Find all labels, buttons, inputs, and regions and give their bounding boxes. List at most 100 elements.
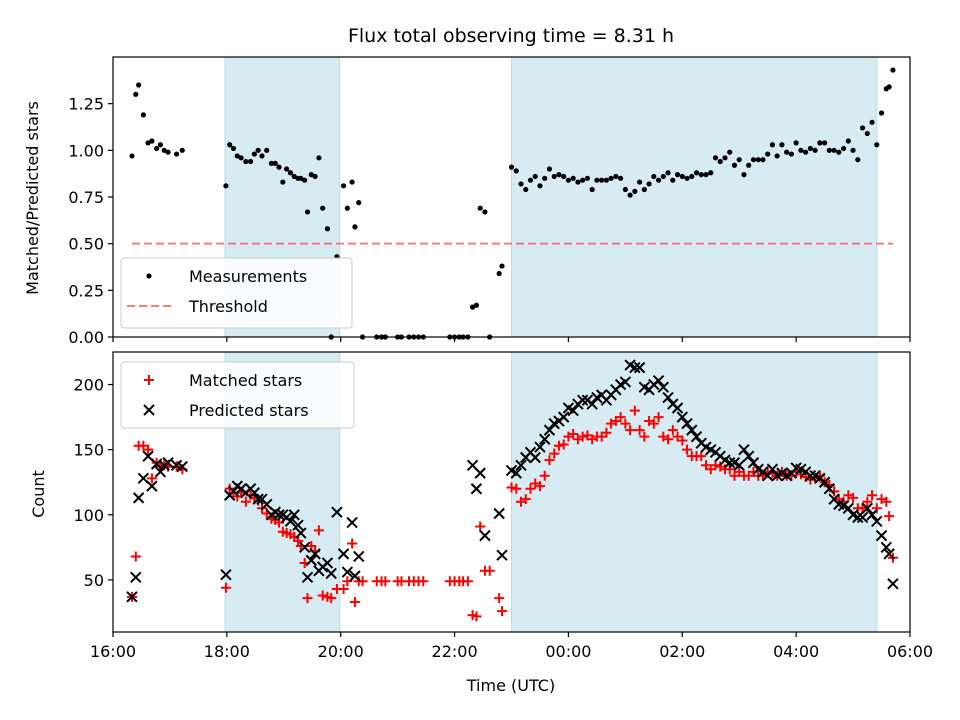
- top-measurements-point-66: [496, 270, 502, 277]
- bottom-matched-stars-point-77: [549, 448, 560, 459]
- top-measurements-point-13: [227, 142, 233, 148]
- bottom-predicted-stars-point-33: [301, 571, 314, 584]
- bottom-predicted-stars-point-28: [284, 515, 297, 528]
- top-measurements-point-33: [304, 209, 311, 215]
- top-measurements-point-22: [264, 147, 270, 153]
- bottom-matched-stars-point-65: [484, 565, 495, 576]
- top-measurements-point-148: [886, 84, 892, 90]
- bottom-legend-predicted-stars-label: Predicted stars: [189, 401, 309, 420]
- x-tick-label-2: 20:00: [318, 642, 364, 661]
- bottom-predicted-stars-point-40: [331, 506, 343, 518]
- top-y-tick-label-5: 1.25: [68, 95, 104, 114]
- bottom-matched-stars-point-145: [871, 503, 882, 514]
- top-measurements-point-128: [793, 140, 799, 146]
- top-measurements-point-14: [230, 145, 237, 152]
- top-measurements-point-7: [157, 142, 164, 148]
- top-measurements-point-67: [499, 263, 505, 269]
- top-measurements-point-104: [679, 173, 685, 180]
- top-measurements-point-130: [803, 149, 809, 155]
- bottom-legend-predicted-stars-marker: [143, 404, 155, 416]
- top-measurements-point-18: [247, 158, 254, 165]
- top-y-tick-label-4: 1.00: [68, 141, 104, 160]
- bottom-predicted-stars-point-101: [738, 443, 750, 456]
- top-measurements-point-134: [822, 140, 828, 146]
- bottom-predicted-stars-point-43: [346, 516, 358, 529]
- bottom-predicted-stars-point-91: [690, 430, 703, 443]
- bottom-predicted-stars-point-53: [510, 467, 522, 479]
- top-measurements-point-96: [641, 186, 647, 193]
- x-tick-label-7: 06:00: [887, 642, 933, 661]
- top-measurements-point-0: [129, 153, 135, 159]
- top-legend-measurements-marker: [146, 273, 152, 279]
- bottom-predicted-stars-point-51: [496, 549, 508, 561]
- top-measurements-point-20: [255, 147, 261, 153]
- top-measurements-point-17: [243, 158, 249, 165]
- top-measurements-point-25: [276, 164, 282, 170]
- top-y-axis-label: Matched/Predicted stars: [23, 101, 42, 295]
- top-measurements-point-140: [850, 147, 856, 153]
- bottom-predicted-stars-point-83: [652, 374, 665, 387]
- top-measurements-point-125: [779, 142, 785, 148]
- bottom-matched-stars-point-147: [881, 496, 892, 507]
- bottom-predicted-stars-point-48: [474, 467, 486, 479]
- bottom-matched-stars-point-72: [525, 483, 536, 494]
- top-measurements-point-87: [599, 177, 605, 183]
- bottom-predicted-stars-point-100: [733, 459, 745, 472]
- bottom-matched-stars-point-148: [884, 511, 895, 522]
- bottom-predicted-stars-point-126: [856, 511, 869, 524]
- x-tick-label-6: 04:00: [773, 642, 819, 661]
- top-measurements-point-111: [712, 155, 719, 161]
- top-y-tick-label-0: 0.00: [68, 328, 104, 347]
- bottom-predicted-stars-point-127: [861, 502, 874, 514]
- bottom-predicted-stars-point-119: [823, 483, 836, 495]
- bottom-matched-stars-point-68: [506, 482, 517, 493]
- top-measurements-point-5: [149, 138, 155, 144]
- bottom-predicted-stars-point-32: [298, 541, 311, 554]
- top-measurements-point-42: [344, 205, 350, 211]
- top-measurements-point-23: [268, 160, 275, 166]
- bottom-matched-stars-point-140: [848, 492, 859, 503]
- top-measurements-point-105: [684, 175, 690, 181]
- top-measurements-point-75: [542, 175, 548, 181]
- top-measurements-point-82: [575, 179, 581, 185]
- top-measurements-point-43: [349, 179, 355, 185]
- top-measurements-point-102: [670, 177, 676, 183]
- bottom-y-tick-label-3: 200: [73, 376, 104, 395]
- top-measurements-point-116: [736, 157, 742, 163]
- top-measurements-point-10: [173, 151, 180, 157]
- bottom-predicted-stars-point-65: [567, 404, 579, 417]
- top-measurements-point-119: [750, 157, 757, 163]
- bottom-predicted-stars-point-106: [761, 470, 774, 482]
- bottom-predicted-stars-point-78: [629, 361, 641, 374]
- top-measurements-point-137: [836, 149, 842, 155]
- top-y-tick-label-1: 0.25: [68, 281, 104, 300]
- bottom-predicted-stars-point-50: [493, 507, 505, 520]
- bottom-matched-stars-point-60: [462, 576, 473, 587]
- top-measurements-point-136: [831, 147, 837, 153]
- top-measurements-point-141: [855, 157, 861, 163]
- top-measurements-point-135: [826, 147, 832, 153]
- bottom-matched-stars-point-108: [696, 451, 707, 462]
- bottom-predicted-stars-point-5: [146, 480, 158, 492]
- top-measurements-point-123: [769, 142, 776, 148]
- bottom-matched-stars-point-1: [130, 551, 141, 562]
- bottom-matched-stars-point-39: [326, 593, 337, 604]
- top-measurements-point-108: [698, 172, 704, 178]
- top-measurements-point-73: [532, 173, 538, 180]
- bottom-predicted-stars-point-89: [681, 417, 693, 430]
- top-measurements-point-80: [565, 177, 572, 183]
- top-measurements-point-94: [632, 188, 638, 194]
- bottom-matched-stars-point-96: [639, 431, 650, 442]
- top-measurements-point-143: [864, 130, 870, 137]
- bottom-predicted-stars-point-38: [321, 557, 334, 569]
- bottom-matched-stars-point-83: [577, 431, 588, 442]
- chart-title: Flux total observing time = 8.31 h: [348, 25, 674, 47]
- top-measurements-point-72: [527, 177, 534, 183]
- top-measurements-point-84: [584, 175, 591, 181]
- top-measurements-point-106: [689, 173, 695, 180]
- bottom-matched-stars-point-44: [349, 597, 360, 608]
- bottom-predicted-stars-point-69: [586, 398, 598, 410]
- top-measurements-point-38: [324, 226, 331, 232]
- top-measurements-point-113: [722, 155, 728, 161]
